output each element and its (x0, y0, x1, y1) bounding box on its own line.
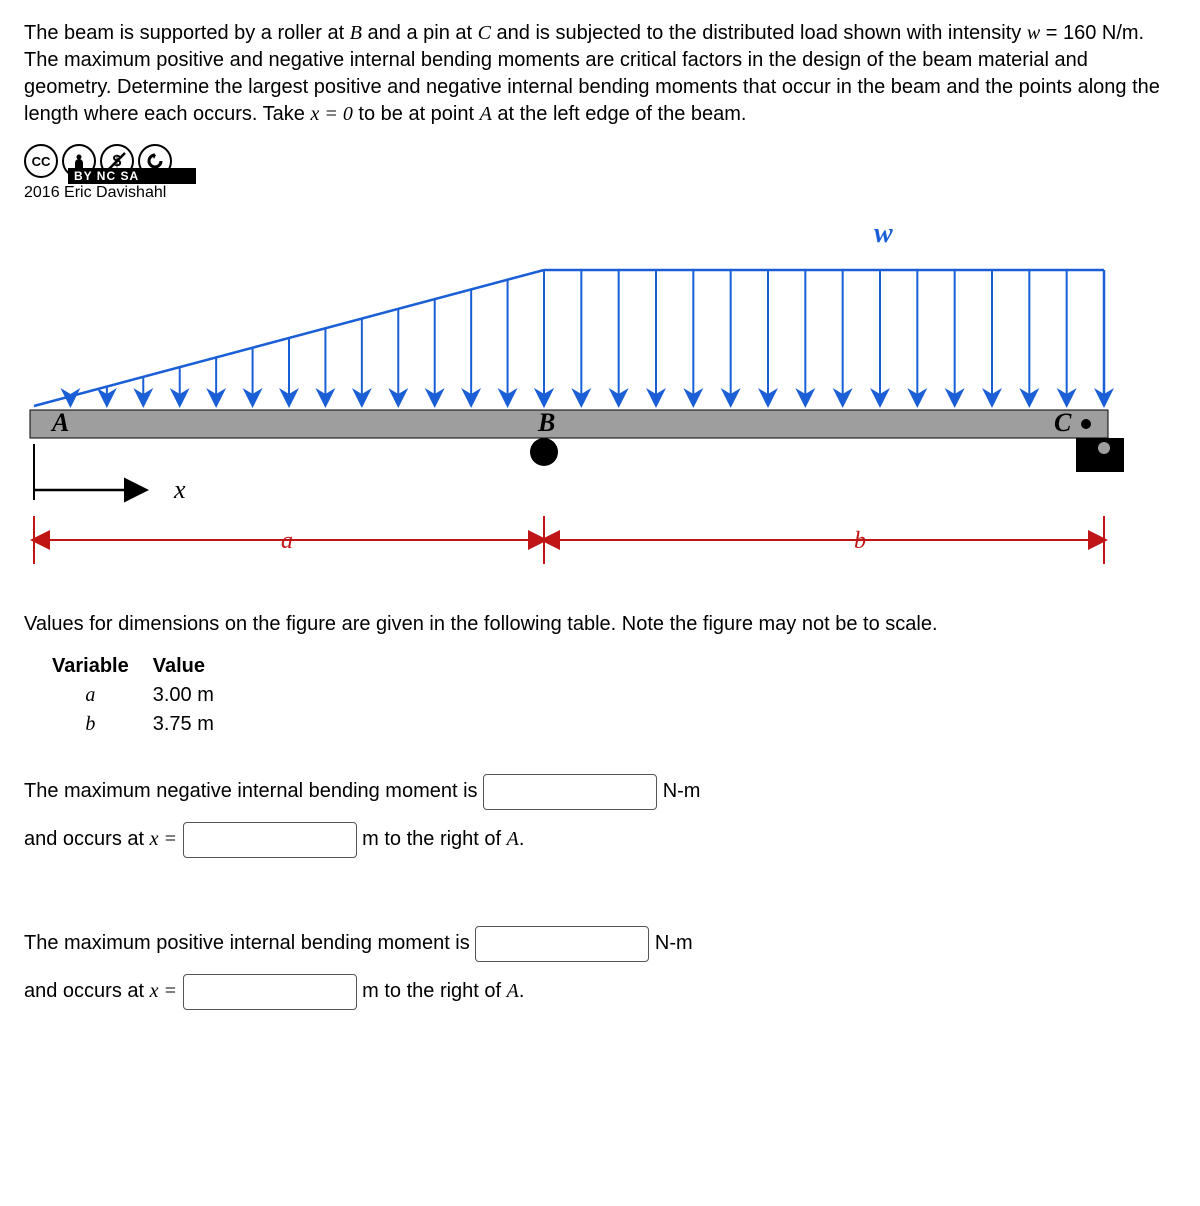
neg-moment-input[interactable] (483, 774, 657, 810)
q2-line2: and occurs at (24, 980, 150, 1002)
q2-post: m to the right of (362, 980, 507, 1002)
var-C: C (478, 22, 491, 44)
text: The beam is supported by a roller at (24, 22, 350, 44)
svg-text:b: b (854, 528, 866, 554)
q1-line2: and occurs at (24, 828, 150, 850)
table-intro: Values for dimensions on the figure are … (24, 610, 1176, 638)
val-cell: 3.75 m (145, 710, 230, 739)
pos-moment-input[interactable] (475, 926, 649, 962)
pos-moment-x-input[interactable] (183, 974, 357, 1010)
text: and is subjected to the distributed load… (497, 22, 1027, 44)
svg-text:w: w (874, 218, 893, 249)
cc-icon: CC (24, 144, 58, 178)
dimension-table: Variable Value a 3.00 m b 3.75 m (44, 652, 230, 739)
cc-attribution: 2016 Eric Davishahl (24, 184, 1176, 202)
period: . (519, 980, 525, 1002)
beam-diagram: A B Cw x a b (24, 210, 1124, 590)
problem-statement: The beam is supported by a roller at B a… (24, 20, 1176, 128)
table-row: b 3.75 m (44, 710, 230, 739)
var-B: B (350, 22, 362, 44)
ref-A: A (507, 980, 519, 1002)
svg-text:x: x (173, 475, 186, 504)
cc-license-block: CC $ BY NC SA (24, 144, 172, 180)
text: and a pin at (368, 22, 478, 44)
question-negative-moment: The maximum negative internal bending mo… (24, 767, 1176, 863)
q2-text: The maximum positive internal bending mo… (24, 932, 475, 954)
eq-x0: x = 0 (310, 103, 352, 125)
table-row: a 3.00 m (44, 681, 230, 710)
neg-moment-x-input[interactable] (183, 822, 357, 858)
ref-A: A (507, 828, 519, 850)
var-w: w (1027, 22, 1040, 44)
question-positive-moment: The maximum positive internal bending mo… (24, 919, 1176, 1015)
var-cell: a (44, 681, 145, 710)
q1-post: m to the right of (362, 828, 507, 850)
svg-text:C: C (1054, 408, 1072, 437)
text: to be at point (358, 103, 479, 125)
q1-text: The maximum negative internal bending mo… (24, 780, 483, 802)
x-eq: x = (150, 828, 177, 850)
period: . (519, 828, 525, 850)
col-value: Value (145, 652, 230, 681)
cc-bar: BY NC SA (68, 168, 196, 184)
q2-unit: N-m (655, 932, 693, 954)
val-cell: 3.00 m (145, 681, 230, 710)
x-eq: x = (150, 980, 177, 1002)
svg-text:A: A (50, 408, 69, 437)
var-cell: b (44, 710, 145, 739)
svg-text:B: B (537, 408, 555, 437)
col-variable: Variable (44, 652, 145, 681)
text: at the left edge of the beam. (497, 103, 746, 125)
var-A: A (480, 103, 492, 125)
svg-text:a: a (281, 528, 293, 554)
q1-unit: N-m (663, 780, 701, 802)
